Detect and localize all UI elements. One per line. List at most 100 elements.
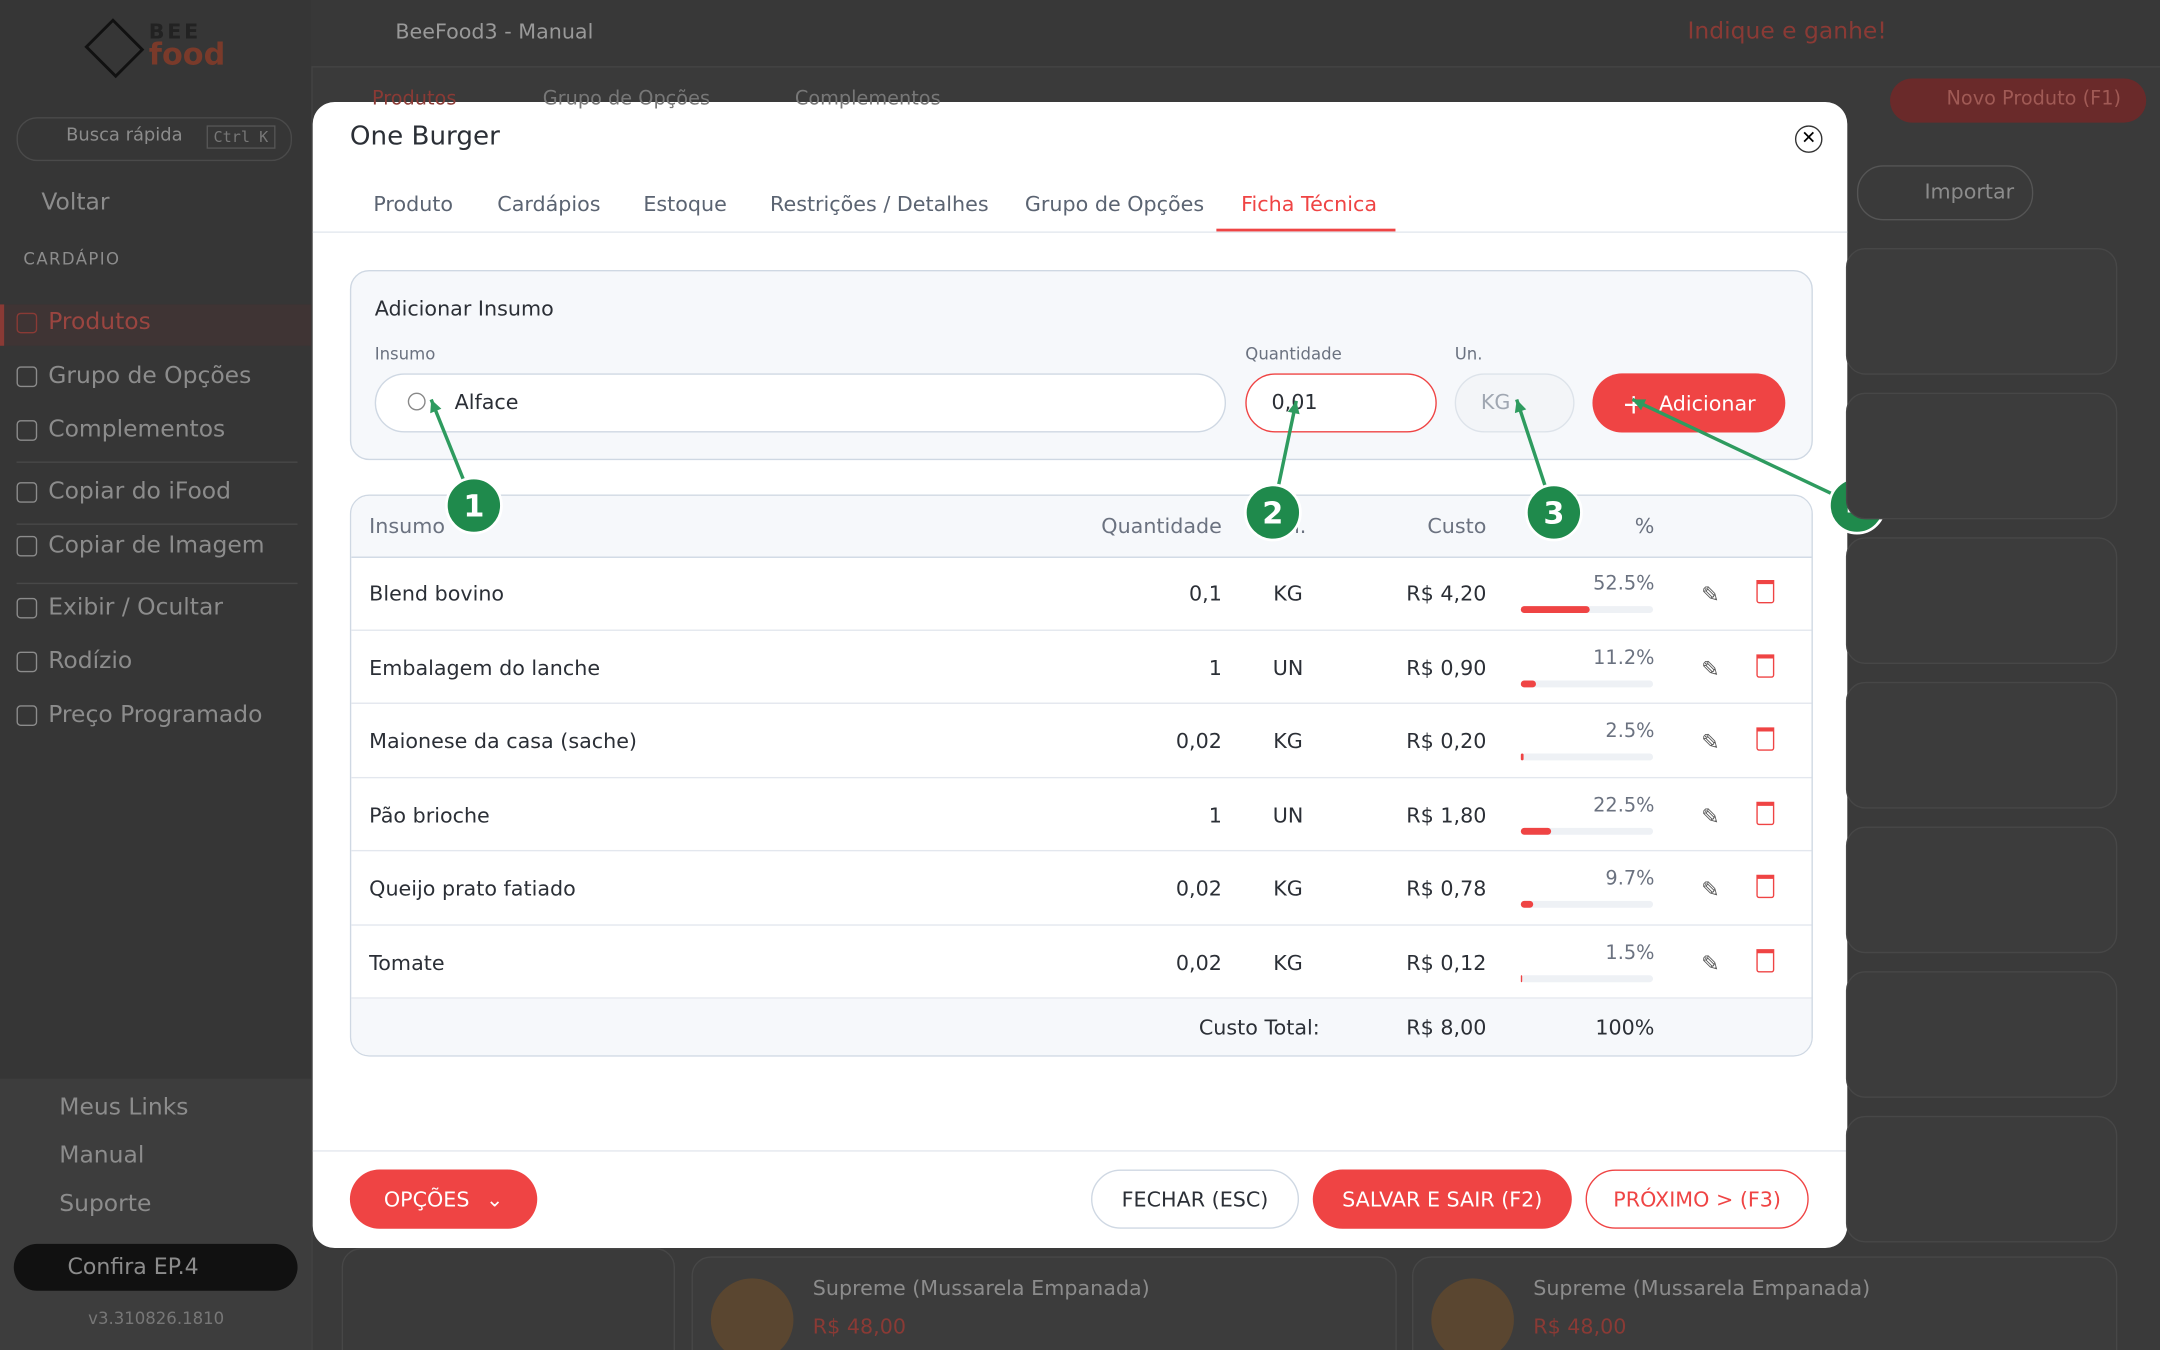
ingredient-name: Embalagem do lanche: [369, 655, 601, 680]
page-tab[interactable]: Produtos: [371, 88, 457, 111]
edit-icon[interactable]: ✎: [1701, 949, 1720, 976]
search-box[interactable]: [16, 117, 293, 162]
delete-icon[interactable]: [1756, 948, 1775, 972]
close-button[interactable]: FECHAR (ESC): [1091, 1169, 1300, 1229]
pct-track: [1520, 974, 1654, 982]
bg-card: [1845, 247, 2118, 375]
table-row: [351, 630, 1812, 704]
ingredient-unit: KG: [1273, 728, 1303, 754]
sidebar-icon: [16, 535, 38, 557]
page-tab[interactable]: Grupo de Opções: [542, 88, 710, 111]
product-name[interactable]: Supreme (Mussarela Empanada): [812, 1275, 1150, 1301]
ingredient-unit: UN: [1272, 655, 1304, 680]
footer-link[interactable]: Manual: [59, 1141, 145, 1170]
edit-icon[interactable]: ✎: [1701, 876, 1720, 903]
ingredient-qty: 0,02: [1175, 949, 1222, 975]
new-product-label: Novo Produto (F1): [1946, 88, 2122, 111]
edit-icon[interactable]: ✎: [1701, 728, 1720, 755]
shortcut: Ctrl K: [206, 125, 276, 149]
referral[interactable]: Indique e ganhe!: [1687, 17, 1887, 46]
save-button[interactable]: SALVAR E SAIR (F2): [1312, 1169, 1572, 1229]
ingredient-cost: R$ 4,20: [1406, 581, 1487, 607]
annotation-marker: [1243, 483, 1302, 542]
ingredient-qty: 1: [1208, 802, 1222, 828]
ingredient-qty: 1: [1208, 655, 1222, 680]
footer-link[interactable]: Meus Links: [59, 1093, 189, 1122]
promo-label[interactable]: Confira EP.4: [67, 1253, 199, 1280]
delete-icon[interactable]: [1756, 801, 1775, 825]
qty-label: Quantidade: [1245, 344, 1342, 364]
table-row: [351, 557, 1812, 631]
arrow-head: [1514, 399, 1527, 414]
delete-icon[interactable]: [1756, 579, 1775, 604]
ingredient-pct: 52.5%: [1593, 573, 1655, 596]
annotation-marker: [444, 476, 503, 535]
footer-link[interactable]: Suporte: [59, 1190, 152, 1218]
pct-track: [1520, 900, 1654, 908]
delete-icon[interactable]: [1756, 727, 1775, 751]
table-footer: [351, 998, 1812, 1056]
product-thumb: [1431, 1278, 1514, 1350]
modal-tab[interactable]: Grupo de Opções: [1024, 191, 1205, 217]
product-name[interactable]: Supreme (Mussarela Empanada): [1533, 1275, 1871, 1301]
sidebar-item[interactable]: Exibir / Ocultar: [48, 593, 223, 622]
import-button[interactable]: [1856, 165, 2034, 221]
add-button[interactable]: + Adicionar: [1592, 373, 1786, 433]
ingredient-name: Maionese da casa (sache): [369, 728, 638, 754]
close-icon[interactable]: ✕: [1794, 125, 1823, 153]
modal-tab[interactable]: Produto: [373, 191, 454, 217]
bg-card: [1845, 537, 2118, 664]
edit-icon[interactable]: ✎: [1701, 655, 1720, 682]
ingredient-pct: 2.5%: [1605, 720, 1655, 743]
sidebar-separator: [16, 582, 298, 585]
table-row: [351, 778, 1812, 852]
sidebar-item[interactable]: Copiar do iFood: [48, 478, 231, 506]
ingredient-qty: 0,02: [1175, 876, 1222, 901]
options-button[interactable]: OPÇÕES ⌄: [349, 1169, 538, 1229]
tabs-divider: [312, 231, 1848, 233]
sidebar-item[interactable]: Complementos: [48, 416, 226, 444]
qty-input[interactable]: [1245, 373, 1437, 433]
sidebar-icon: [16, 705, 38, 726]
insumo-input[interactable]: [374, 373, 1227, 433]
column-header: %: [1634, 513, 1655, 539]
bg-card: [1845, 1115, 2118, 1243]
page-tab[interactable]: Complementos: [794, 88, 941, 111]
sidebar-icon: [16, 597, 38, 619]
edit-icon[interactable]: ✎: [1701, 581, 1720, 608]
next-button[interactable]: PRÓXIMO > (F3): [1585, 1169, 1809, 1229]
total-cost: R$ 8,00: [1406, 1015, 1487, 1041]
modal: One Burger ✕ Adicionar Insumo Insumo Qua…: [312, 101, 1848, 1249]
modal-tab[interactable]: Restrições / Detalhes: [770, 191, 989, 217]
unit-label: Un.: [1454, 344, 1483, 364]
search-icon: [407, 392, 426, 411]
delete-icon[interactable]: [1756, 653, 1775, 678]
total-pct: 100%: [1595, 1015, 1655, 1041]
sidebar-icon: [16, 482, 38, 503]
edit-icon[interactable]: ✎: [1701, 802, 1720, 829]
back-link[interactable]: Voltar: [41, 188, 110, 217]
delete-icon[interactable]: [1756, 874, 1775, 899]
sidebar-item[interactable]: Rodízio: [48, 647, 133, 675]
modal-tab[interactable]: Cardápios: [497, 191, 601, 217]
new-product-button[interactable]: [1889, 78, 2147, 123]
product-thumb: [710, 1278, 794, 1350]
sidebar-item[interactable]: Grupo de Opções: [48, 362, 252, 390]
sidebar-item[interactable]: Copiar de Imagem: [48, 531, 265, 560]
pct-track: [1520, 753, 1654, 761]
table-row: [351, 851, 1812, 926]
ingredient-name: Blend bovino: [369, 581, 505, 607]
sidebar-item[interactable]: Preço Programado: [48, 701, 263, 729]
sidebar-item[interactable]: Produtos: [48, 308, 151, 337]
add-label: Adicionar: [1658, 390, 1756, 416]
options-label: OPÇÕES: [383, 1186, 470, 1212]
modal-tab[interactable]: Estoque: [643, 191, 727, 217]
version: v3.310826.1810: [88, 1308, 225, 1328]
modal-tab[interactable]: Ficha Técnica: [1241, 191, 1378, 217]
product-price: R$ 48,00: [812, 1314, 906, 1339]
active-indicator: [0, 304, 312, 346]
store-name[interactable]: BeeFood3 - Manual: [395, 19, 594, 45]
